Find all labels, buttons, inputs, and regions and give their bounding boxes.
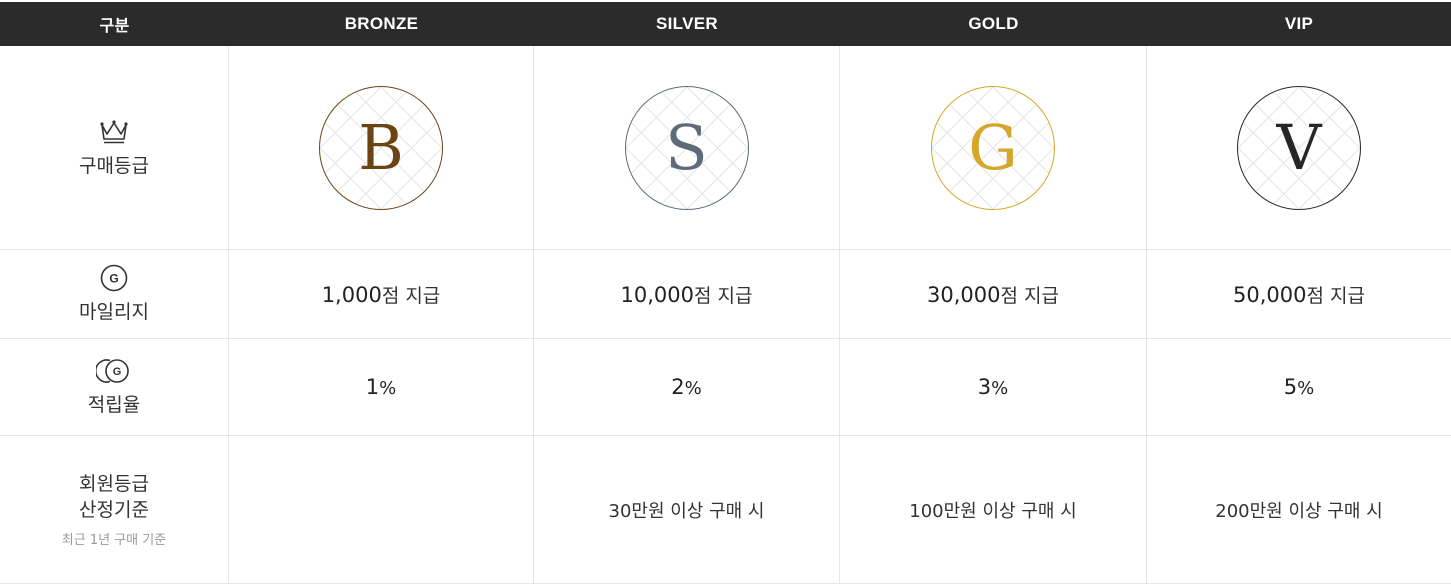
crown-icon <box>99 117 129 147</box>
rate-value: 1 <box>365 375 380 399</box>
mileage-unit: 점 지급 <box>694 284 753 307</box>
rate-unit: % <box>1297 378 1315 399</box>
vip-badge: V <box>1237 85 1361 210</box>
mileage-amount: 1,000 <box>321 282 382 307</box>
criteria-silver: 30만원 이상 구매 시 <box>534 436 840 584</box>
mileage-bronze: 1,000점 지급 <box>229 250 534 339</box>
rate-unit: % <box>991 378 1009 399</box>
silver-badge: S <box>624 85 749 210</box>
mileage-unit: 점 지급 <box>1000 284 1059 307</box>
lattice-pattern <box>625 86 748 209</box>
grade-label: 구매등급 <box>79 154 149 177</box>
criteria-label-line2: 산정기준 <box>79 499 149 521</box>
badge-letter: S <box>665 110 708 184</box>
rate-unit: % <box>684 378 702 399</box>
mileage-silver: 10,000점 지급 <box>534 250 840 339</box>
bronze-badge: B <box>319 85 443 210</box>
rate-unit: % <box>379 378 397 399</box>
criteria-label-line1: 회원등급 <box>79 473 149 495</box>
row-label-mileage: G 마일리지 <box>0 250 229 339</box>
header-silver: SILVER <box>534 2 840 46</box>
badge-cell-gold: G <box>840 46 1147 250</box>
svg-text:G: G <box>109 272 118 286</box>
g-coin-icon: G <box>99 263 129 293</box>
rate-label: 적립율 <box>87 394 141 416</box>
svg-text:G: G <box>113 366 122 378</box>
lattice-pattern <box>932 86 1054 209</box>
rate-value: 2 <box>671 375 685 399</box>
g-coins-stack-icon: G <box>96 356 132 386</box>
criteria-vip: 200만원 이상 구매 시 <box>1147 436 1451 584</box>
gold-badge: G <box>931 85 1055 210</box>
header-gold: GOLD <box>840 2 1147 46</box>
mileage-unit: 점 지급 <box>1306 284 1365 307</box>
badge-letter: G <box>968 110 1018 184</box>
badge-cell-vip: V <box>1147 46 1451 250</box>
badge-cell-bronze: B <box>229 46 534 250</box>
mileage-amount: 30,000 <box>927 282 1001 307</box>
row-label-grade: 구매등급 <box>0 46 229 250</box>
criteria-bronze <box>229 436 534 584</box>
mileage-label: 마일리지 <box>79 301 149 323</box>
criteria-gold: 100만원 이상 구매 시 <box>840 436 1147 584</box>
rate-gold: 3% <box>840 339 1147 436</box>
header-category: 구분 <box>0 2 229 46</box>
mileage-gold: 30,000점 지급 <box>840 250 1147 339</box>
rate-silver: 2% <box>534 339 840 436</box>
mileage-amount: 50,000 <box>1233 282 1307 307</box>
header-bronze: BRONZE <box>229 2 534 46</box>
rate-bronze: 1% <box>229 339 534 436</box>
rate-vip: 5% <box>1147 339 1451 436</box>
badge-letter: B <box>358 110 404 184</box>
badge-cell-silver: S <box>534 46 840 250</box>
badge-letter: V <box>1276 110 1322 184</box>
lattice-pattern <box>320 86 442 209</box>
mileage-amount: 10,000 <box>620 282 694 307</box>
row-label-criteria: 회원등급 산정기준 최근 1년 구매 기준 <box>0 436 229 584</box>
lattice-pattern <box>1238 86 1360 209</box>
mileage-unit: 점 지급 <box>381 284 441 307</box>
criteria-sublabel: 최근 1년 구매 기준 <box>61 533 167 548</box>
row-label-rate: G 적립율 <box>0 339 229 436</box>
header-vip: VIP <box>1147 2 1451 46</box>
mileage-vip: 50,000점 지급 <box>1147 250 1451 339</box>
rate-value: 5 <box>1283 375 1298 399</box>
rate-value: 3 <box>977 375 992 399</box>
